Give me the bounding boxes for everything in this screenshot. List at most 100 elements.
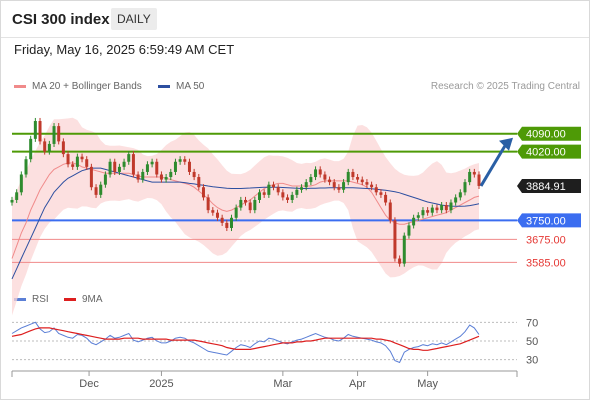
timeframe-badge[interactable]: DAILY — [111, 8, 157, 30]
candle-body — [337, 187, 341, 190]
level-tag-3884.91 — [517, 178, 581, 193]
candle-body — [258, 192, 262, 200]
candle-body — [225, 222, 229, 228]
candle-body — [234, 207, 238, 218]
candle-body — [141, 171, 145, 180]
trend-arrow-head — [499, 137, 513, 151]
candle-body — [426, 210, 430, 213]
x-tick-label-Dec: Dec — [79, 378, 99, 390]
candle-body — [43, 141, 47, 152]
candle-body — [169, 171, 173, 178]
candle-body — [468, 171, 472, 183]
candle-body — [444, 205, 448, 211]
candle-body — [454, 197, 458, 203]
candle-body — [19, 174, 23, 193]
legend-9ma: 9MA — [64, 294, 103, 305]
candle-body — [412, 217, 416, 226]
candle-body — [449, 202, 453, 211]
x-tick-label-2025: 2025 — [149, 378, 173, 390]
rsi-9ma-line — [11, 327, 480, 351]
x-tick-label-May: May — [417, 378, 438, 390]
candle-body — [66, 154, 70, 165]
candle-body — [272, 184, 276, 188]
candle-body — [244, 199, 247, 203]
candle-body — [113, 161, 117, 172]
x-tick-label-Apr: Apr — [349, 378, 366, 390]
candle-body — [215, 212, 219, 218]
candle-body — [421, 210, 425, 216]
legend-rsi-swatch — [14, 297, 26, 301]
candle-body — [365, 182, 369, 185]
candle-body — [29, 138, 33, 160]
candle-body — [374, 187, 378, 193]
candle-body — [99, 184, 103, 195]
candle-body — [239, 199, 243, 208]
research-credit: Research © 2025 Trading Central — [430, 81, 580, 92]
bollinger-band — [12, 117, 479, 316]
candle-body — [430, 207, 434, 213]
candle-body — [384, 194, 388, 203]
candle-body — [159, 174, 163, 180]
candle-body — [477, 174, 481, 186]
chart-header: CSI 300 index DAILY — [1, 1, 589, 38]
candle-body — [150, 161, 154, 165]
candle-body — [145, 164, 149, 172]
chart-title: CSI 300 index — [12, 11, 110, 28]
level-label-3750.00: 3750.00 — [526, 215, 566, 227]
candle-body — [122, 161, 126, 167]
candle-body — [472, 171, 476, 175]
candle-body — [94, 187, 98, 195]
candle-body — [52, 126, 56, 144]
candle-body — [402, 235, 406, 264]
candle-body — [206, 197, 210, 211]
candle-body — [281, 192, 285, 198]
candle-body — [71, 164, 75, 167]
legend-ma50-label: MA 50 — [176, 81, 205, 92]
candle-body — [131, 154, 135, 175]
level-label-3675.00: 3675.00 — [526, 234, 566, 246]
candle-body — [356, 177, 360, 180]
candle-body — [197, 177, 201, 188]
legend-ma50: MA 50 — [158, 81, 204, 92]
candle-body — [328, 179, 332, 183]
candle-body — [80, 156, 84, 160]
candle-body — [38, 121, 42, 142]
legend-9ma-swatch — [64, 297, 76, 301]
level-label-3585.00: 3585.00 — [526, 257, 566, 269]
candle-body — [379, 192, 383, 195]
candle-body — [300, 187, 304, 190]
candle-body — [47, 143, 51, 152]
candle-body — [117, 166, 121, 172]
candle-body — [89, 166, 93, 188]
candle-body — [351, 171, 355, 178]
candle-body — [155, 161, 159, 175]
candle-body — [262, 192, 266, 195]
legend-ma50-swatch — [158, 84, 170, 88]
candle-body — [416, 215, 420, 218]
candle-body — [332, 182, 336, 188]
level-tag-3750.00 — [517, 213, 581, 228]
candle-body — [24, 159, 28, 175]
candle-body — [173, 161, 177, 172]
candle-body — [318, 169, 322, 175]
candle-body — [304, 182, 308, 188]
candle-body — [295, 189, 299, 195]
candle-body — [85, 159, 89, 167]
candle-body — [61, 141, 65, 155]
candle-body — [192, 171, 196, 178]
candle-body — [407, 225, 411, 236]
legend-rsi-label: RSI — [32, 294, 49, 305]
candle-body — [286, 197, 290, 200]
level-label-4020.00: 4020.00 — [526, 147, 566, 159]
candle-body — [57, 126, 61, 142]
trend-arrow-shaft — [479, 144, 507, 187]
candle-body — [75, 156, 79, 167]
candle-body — [108, 161, 112, 175]
candles — [10, 117, 481, 267]
candle-body — [136, 174, 140, 180]
candle-body — [463, 182, 467, 193]
level-tag-4090.00 — [517, 126, 581, 141]
candle-body — [220, 217, 224, 223]
candle-body — [393, 220, 397, 259]
